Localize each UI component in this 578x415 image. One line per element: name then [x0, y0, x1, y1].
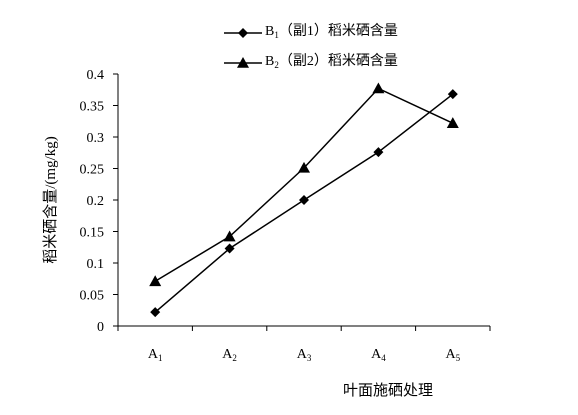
data-point — [298, 161, 310, 173]
y-tick-label: 0.2 — [87, 194, 105, 209]
legend-label: B1（副1）稻米硒含量 — [265, 23, 398, 40]
data-point — [149, 275, 162, 287]
data-point — [299, 195, 309, 205]
data-point — [372, 82, 385, 94]
y-tick-label: 0.35 — [80, 100, 105, 115]
y-tick-label: 0.25 — [80, 163, 105, 178]
legend-marker — [238, 28, 248, 38]
y-tick-label: 0.05 — [80, 289, 105, 304]
x-tick-label: A2 — [222, 347, 237, 363]
x-tick-label: A5 — [445, 347, 460, 363]
x-tick-label: A4 — [371, 347, 386, 363]
legend-item-1: B1（副1）稻米硒含量 — [224, 23, 398, 40]
y-axis-label: 稻米硒含量/(mg/kg) — [42, 136, 59, 264]
series-2 — [149, 82, 459, 287]
series-1 — [150, 89, 458, 318]
legend-item-2: B2（副2）稻米硒含量 — [224, 53, 398, 70]
y-tick-label: 0.4 — [87, 68, 105, 83]
y-ticks: 0 0.05 0.1 0.15 0.2 0.25 0.3 0.35 0.4 — [80, 68, 118, 335]
data-point — [224, 243, 235, 254]
y-tick-label: 0.3 — [87, 131, 105, 146]
legend-marker — [237, 57, 249, 68]
x-axis-label: 叶面施硒处理 — [343, 382, 433, 399]
data-point — [446, 117, 459, 128]
y-tick-label: 0.15 — [80, 226, 105, 241]
legend: B1（副1）稻米硒含量 B2（副2）稻米硒含量 — [224, 23, 398, 70]
data-point — [373, 147, 384, 158]
y-tick-label: 0 — [97, 320, 104, 335]
data-point — [447, 89, 458, 100]
x-tick-label: A1 — [148, 347, 163, 363]
data-point — [223, 230, 236, 242]
data-point — [150, 307, 161, 318]
series-line — [154, 87, 454, 282]
series-group — [149, 82, 459, 318]
legend-label: B2（副2）稻米硒含量 — [265, 53, 398, 70]
x-tick-label: A3 — [297, 347, 312, 363]
y-tick-label: 0.1 — [87, 257, 105, 272]
x-ticks: A1 A2 A3 A4 A5 — [117, 326, 491, 363]
